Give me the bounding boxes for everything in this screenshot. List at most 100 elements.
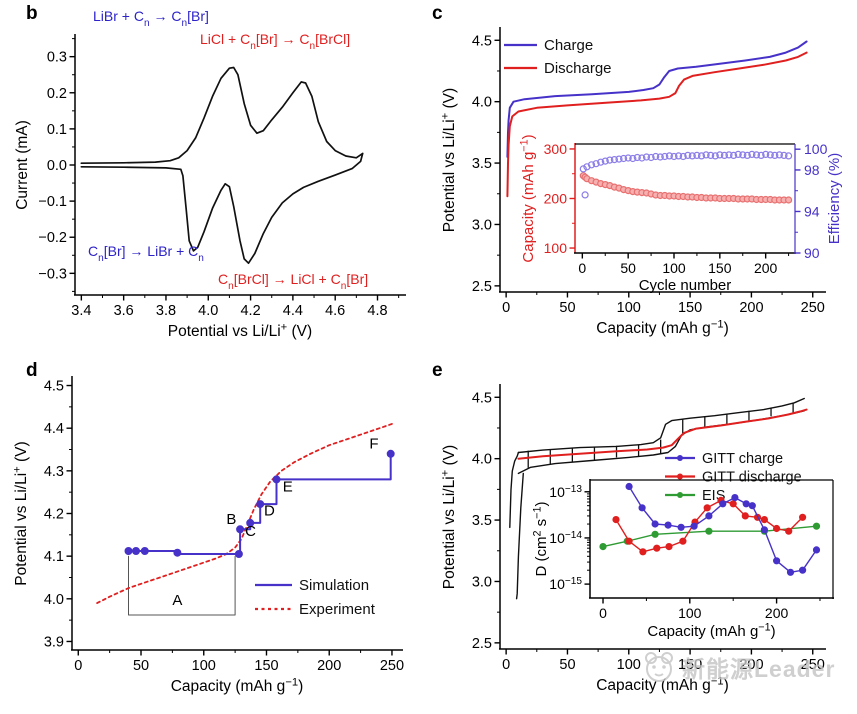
- svg-text:E: E: [283, 478, 293, 495]
- svg-text:10−14: 10−14: [549, 530, 582, 546]
- svg-text:D (cm2 s−1): D (cm2 s−1): [532, 502, 550, 577]
- svg-text:4.0: 4.0: [198, 303, 218, 319]
- svg-text:200: 200: [544, 191, 568, 207]
- svg-text:4.5: 4.5: [472, 390, 492, 406]
- svg-text:90: 90: [804, 245, 820, 261]
- svg-text:98: 98: [804, 162, 820, 178]
- svg-text:3.0: 3.0: [472, 574, 492, 590]
- svg-text:Capacity (mAh g−1): Capacity (mAh g−1): [596, 676, 729, 694]
- svg-text:Cn[BrCl] → LiCl + Cn[Br]: Cn[BrCl] → LiCl + Cn[Br]: [218, 271, 368, 292]
- svg-text:Capacity (mAh g−1): Capacity (mAh g−1): [519, 134, 537, 262]
- panel-b: 3.4 3.6 3.8 4.0 4.2 4.4 4.6 4.8 0.3 0.2 0.1 0.0 −0.1…: [0, 0, 428, 357]
- svg-text:4.4: 4.4: [44, 421, 64, 437]
- svg-text:C: C: [245, 523, 256, 540]
- svg-text:LiBr + Cn → Cn[Br]: LiBr + Cn → Cn[Br]: [93, 8, 209, 29]
- svg-text:4.8: 4.8: [367, 303, 387, 319]
- panel-d-chart: 0 50 100 150 200 250 4.5 4.4 4.3 4.2 4.1 4.0 3.9 Capa…: [12, 376, 404, 695]
- svg-text:100: 100: [617, 300, 641, 316]
- svg-text:3.8: 3.8: [156, 303, 176, 319]
- svg-text:2.5: 2.5: [472, 279, 492, 295]
- svg-text:250: 250: [801, 300, 825, 316]
- svg-text:3.5: 3.5: [472, 513, 492, 529]
- svg-text:−0.1: −0.1: [38, 194, 67, 210]
- panel-e-chart: 0 50 100 150 200 250 4.5 4.0 3.5 3.0 2.5 Capacity (…: [440, 384, 826, 694]
- svg-text:4.6: 4.6: [325, 303, 345, 319]
- svg-text:4.4: 4.4: [283, 303, 303, 319]
- svg-text:0.1: 0.1: [47, 122, 67, 138]
- svg-text:100: 100: [544, 240, 568, 256]
- panel-d: 0 50 100 150 200 250 4.5 4.4 4.3 4.2 4.1 4.0 3.9 Capa…: [0, 357, 428, 714]
- svg-text:Potential vs Li/Li+ (V): Potential vs Li/Li+ (V): [440, 88, 458, 232]
- panel-e: 0 50 100 150 200 250 4.5 4.0 3.5 3.0 2.5 Capacity (…: [428, 357, 857, 714]
- svg-text:F: F: [369, 436, 378, 453]
- svg-text:3.9: 3.9: [44, 634, 64, 650]
- svg-text:50: 50: [620, 260, 636, 276]
- svg-text:Charge: Charge: [544, 37, 593, 54]
- svg-text:D: D: [264, 503, 275, 520]
- svg-text:2.5: 2.5: [472, 636, 492, 652]
- svg-text:Potential vs Li/Li+ (V): Potential vs Li/Li+ (V): [12, 441, 30, 585]
- svg-text:Potential vs Li/Li+ (V): Potential vs Li/Li+ (V): [168, 322, 312, 340]
- svg-text:Discharge: Discharge: [544, 60, 612, 77]
- panel-c-letter: c: [432, 3, 443, 24]
- svg-text:4.0: 4.0: [44, 592, 64, 608]
- svg-text:Cn[Br] → LiBr + Cn: Cn[Br] → LiBr + Cn: [88, 243, 204, 264]
- svg-text:200: 200: [765, 605, 789, 621]
- svg-text:200: 200: [754, 260, 778, 276]
- svg-text:100: 100: [662, 260, 686, 276]
- panel-e-inset-chart: 0 100 200 10−13 10−14 10−15 Capacity (mAh g−1)…: [532, 479, 834, 640]
- svg-text:0: 0: [502, 300, 510, 316]
- svg-text:4.3: 4.3: [44, 464, 64, 480]
- svg-text:3.4: 3.4: [71, 303, 91, 319]
- panel-d-letter: d: [26, 360, 38, 381]
- svg-text:4.1: 4.1: [44, 549, 64, 565]
- svg-text:Efficiency (%): Efficiency (%): [826, 153, 843, 244]
- svg-text:94: 94: [804, 203, 820, 219]
- svg-text:4.0: 4.0: [472, 95, 492, 111]
- svg-text:LiCl + Cn[Br] → Cn[BrCl]: LiCl + Cn[Br] → Cn[BrCl]: [200, 31, 350, 52]
- svg-text:Current (mA): Current (mA): [14, 120, 31, 210]
- svg-text:Cycle number: Cycle number: [639, 277, 732, 294]
- svg-text:50: 50: [559, 657, 575, 673]
- panel-e-letter: e: [432, 360, 443, 381]
- svg-text:0.3: 0.3: [47, 50, 67, 66]
- svg-text:100: 100: [678, 605, 702, 621]
- svg-text:300: 300: [544, 141, 568, 157]
- panel-c-inset-chart: 0 50 100 150 200 300 200 100 100 98 94 90 Cycle numb…: [519, 134, 843, 294]
- svg-text:4.2: 4.2: [240, 303, 260, 319]
- svg-text:−0.3: −0.3: [38, 266, 67, 282]
- panel-b-chart: 3.4 3.6 3.8 4.0 4.2 4.4 4.6 4.8 0.3 0.2 0.1 0.0 −0.1…: [14, 8, 406, 340]
- svg-text:GITT discharge: GITT discharge: [702, 470, 802, 486]
- svg-text:0: 0: [578, 260, 586, 276]
- svg-text:0: 0: [599, 605, 607, 621]
- svg-text:Simulation: Simulation: [299, 577, 369, 594]
- svg-text:A: A: [172, 592, 182, 609]
- svg-text:0.0: 0.0: [47, 158, 67, 174]
- svg-text:250: 250: [380, 658, 404, 674]
- svg-text:150: 150: [254, 658, 278, 674]
- panel-c: 0 50 100 150 200 250 4.5 4.0 3.5 3.0 2.5 Capacity (…: [428, 0, 857, 357]
- svg-text:250: 250: [801, 657, 825, 673]
- panel-c-chart: 0 50 100 150 200 250 4.5 4.0 3.5 3.0 2.5 Capacity (…: [440, 27, 826, 337]
- svg-text:Capacity (mAh g−1): Capacity (mAh g−1): [171, 677, 304, 695]
- svg-text:200: 200: [739, 300, 763, 316]
- svg-text:50: 50: [133, 658, 149, 674]
- svg-text:GITT charge: GITT charge: [702, 451, 783, 467]
- svg-text:0: 0: [502, 657, 510, 673]
- svg-text:0.2: 0.2: [47, 86, 67, 102]
- svg-text:100: 100: [804, 141, 828, 157]
- svg-text:Capacity (mAh g−1): Capacity (mAh g−1): [647, 622, 775, 640]
- svg-text:50: 50: [559, 300, 575, 316]
- svg-text:−0.2: −0.2: [38, 230, 67, 246]
- svg-text:3.6: 3.6: [114, 303, 134, 319]
- svg-text:3.0: 3.0: [472, 217, 492, 233]
- svg-text:100: 100: [617, 657, 641, 673]
- panel-b-letter: b: [26, 3, 38, 24]
- svg-text:Capacity (mAh g−1): Capacity (mAh g−1): [596, 319, 729, 337]
- svg-text:150: 150: [708, 260, 732, 276]
- svg-text:Potential vs Li/Li+ (V): Potential vs Li/Li+ (V): [440, 445, 458, 589]
- svg-text:10−13: 10−13: [549, 484, 582, 500]
- svg-text:150: 150: [678, 300, 702, 316]
- svg-text:4.0: 4.0: [472, 452, 492, 468]
